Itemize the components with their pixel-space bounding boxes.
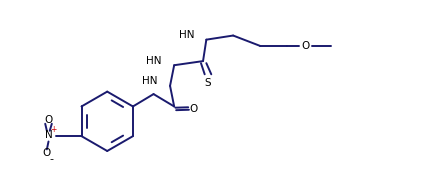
Text: O: O [301,41,310,51]
Text: O: O [45,115,53,125]
Text: HN: HN [146,56,162,66]
Text: O: O [43,149,51,158]
Text: +: + [50,125,57,134]
Text: O: O [190,104,198,114]
Text: HN: HN [179,30,195,40]
Text: S: S [205,77,211,88]
Text: -: - [50,154,54,164]
Text: N: N [45,129,52,139]
Text: HN: HN [142,76,158,86]
